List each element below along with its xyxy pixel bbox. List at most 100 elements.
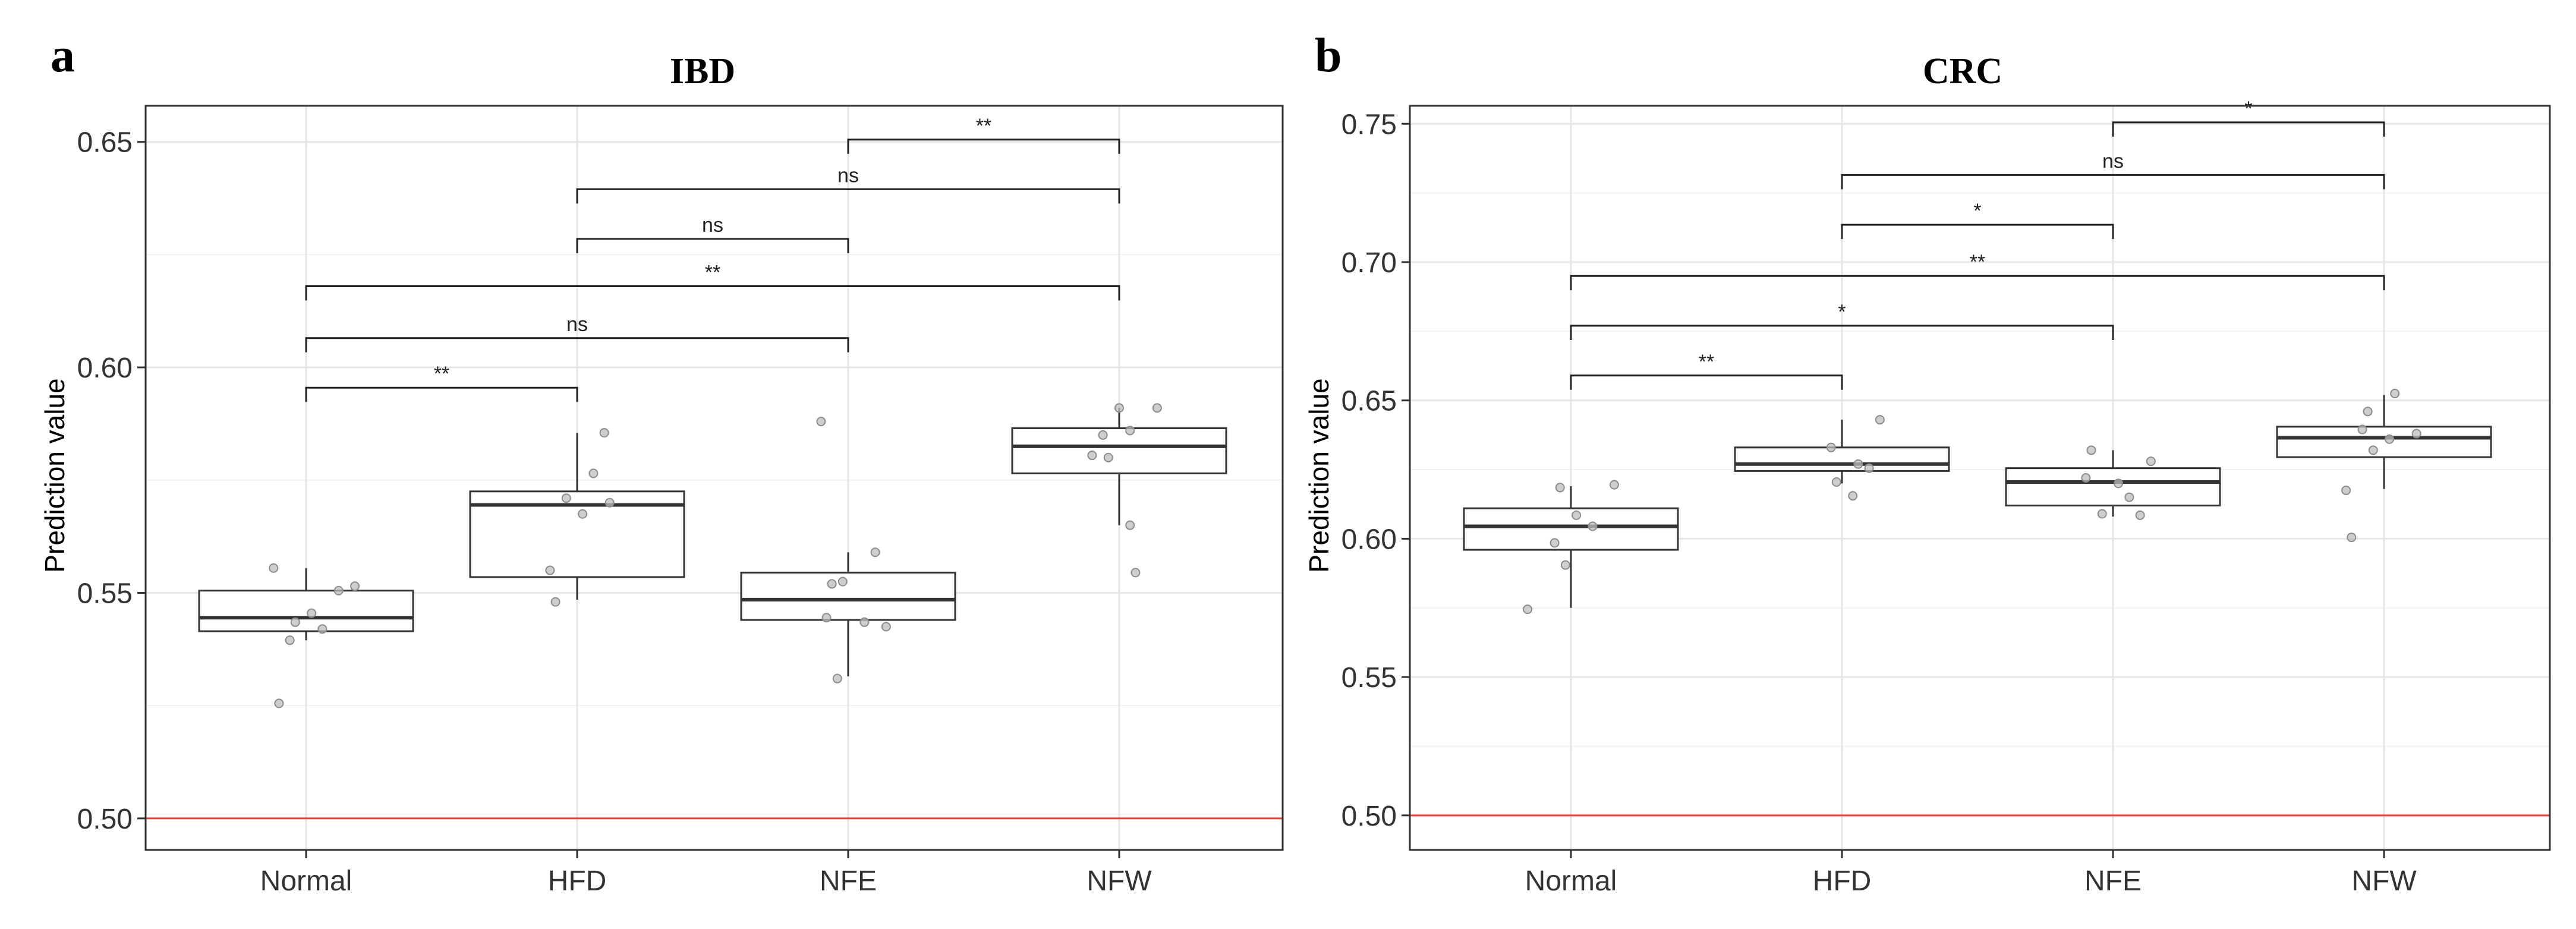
data-point <box>2135 510 2145 520</box>
significance-bracket: ** <box>305 363 578 402</box>
data-point <box>2114 478 2124 489</box>
panel-b: b CRC Prediction value *ns****** 0.500.5… <box>1303 28 2551 897</box>
bracket-line <box>576 238 849 253</box>
data-point <box>588 468 599 478</box>
x-tick-label: Normal <box>260 865 352 897</box>
bracket-line <box>305 285 1120 301</box>
data-point <box>1087 451 1097 461</box>
y-tick-label: 0.50 <box>1341 801 1397 832</box>
data-point <box>859 617 870 627</box>
data-point <box>821 613 832 623</box>
significance-bracket: * <box>1841 200 2114 240</box>
y-tick-label: 0.75 <box>1341 109 1397 140</box>
box-body <box>740 571 956 621</box>
data-point <box>269 563 279 573</box>
data-point <box>1560 560 1570 570</box>
significance-label: ns <box>702 214 723 237</box>
data-point <box>2390 389 2400 399</box>
data-point <box>1588 521 1598 531</box>
axes: 0.50 0.55 0.60 0.65 Normal HFD NFE NFW <box>77 105 1284 897</box>
x-tick-label: HFD <box>548 865 607 897</box>
box-normal <box>1463 486 1679 608</box>
data-point <box>333 585 344 596</box>
box-nfe <box>740 552 956 676</box>
data-point <box>2081 473 2091 483</box>
chart-title: CRC <box>1923 51 2002 92</box>
data-point <box>307 608 317 618</box>
x-tick-label: NFW <box>1087 865 1152 897</box>
data-point <box>317 624 327 634</box>
significance-bracket: ** <box>305 262 1120 301</box>
data-point <box>1125 426 1135 436</box>
y-tick-label: 0.65 <box>77 127 133 159</box>
data-point <box>285 635 295 645</box>
box-hfd <box>1734 420 1950 484</box>
data-point <box>2368 445 2378 455</box>
data-point <box>1523 604 1533 615</box>
data-point <box>1114 403 1124 413</box>
plot-data: *ns****** <box>1410 97 2550 817</box>
data-point <box>1875 415 1885 425</box>
bracket-line <box>1570 325 2114 341</box>
y-tick-label: 0.55 <box>1341 662 1397 694</box>
x-tick-label: HFD <box>1813 865 1872 897</box>
box-hfd <box>469 433 685 600</box>
bracket-line <box>1841 174 2385 190</box>
significance-label: ** <box>434 363 449 385</box>
plot-frame <box>1409 105 2551 851</box>
significance-label: ns <box>566 313 588 336</box>
bracket-line <box>847 138 1120 154</box>
data-point <box>274 698 284 708</box>
bracket-line <box>305 386 578 402</box>
data-point <box>2086 445 2096 455</box>
data-point <box>2363 407 2373 417</box>
data-point <box>2124 492 2134 502</box>
bracket-line <box>1570 374 1843 390</box>
y-tick-label: 0.60 <box>77 352 133 384</box>
data-point <box>1103 452 1113 462</box>
box-body <box>198 590 414 632</box>
axes: 0.50 0.55 0.60 0.65 0.70 0.75 Normal HFD NFE NFW <box>1341 105 2551 897</box>
data-point <box>1130 568 1141 578</box>
significance-bracket: * <box>1570 301 2114 341</box>
data-point <box>1555 483 1565 493</box>
data-point <box>2341 485 2351 495</box>
y-axis-label: Prediction value <box>1303 378 1334 572</box>
significance-bracket: ** <box>1570 351 1843 390</box>
y-axis-label: Prediction value <box>39 378 70 572</box>
data-point <box>881 622 891 632</box>
data-point <box>604 497 615 508</box>
significance-bracket: ** <box>847 115 1120 154</box>
bracket-line <box>305 337 849 352</box>
chart-title: IBD <box>670 51 735 92</box>
box-normal <box>198 568 414 641</box>
data-point <box>1864 463 1874 473</box>
data-point <box>290 617 300 627</box>
data-point <box>1572 510 1582 520</box>
data-point <box>1609 480 1619 490</box>
x-tick-label: NFW <box>2351 865 2417 897</box>
data-point <box>561 493 571 503</box>
significance-bracket: ns <box>1841 150 2385 190</box>
data-point <box>1853 459 1863 469</box>
box-body <box>1463 507 1679 551</box>
x-tick-label: NFE <box>2084 865 2142 897</box>
significance-label: * <box>1838 301 1846 323</box>
x-tick-label: NFE <box>820 865 877 897</box>
panel-a: a IBD Prediction value ** ns ns ** ns ** 0.50… <box>39 28 1284 897</box>
box-body <box>1734 446 1950 472</box>
data-point <box>827 579 837 589</box>
significance-label: ns <box>837 164 859 187</box>
significance-label: ** <box>1970 251 1985 273</box>
data-point <box>2146 456 2156 467</box>
box-nfe <box>2005 450 2221 517</box>
data-point <box>1831 477 1841 487</box>
plot-frame <box>144 105 1284 851</box>
significance-label: ** <box>976 115 991 137</box>
box-nfw <box>1011 408 1227 525</box>
data-point <box>1125 520 1135 530</box>
significance-label: ** <box>705 262 720 284</box>
data-point <box>2357 424 2367 434</box>
y-tick-label: 0.55 <box>77 578 133 609</box>
